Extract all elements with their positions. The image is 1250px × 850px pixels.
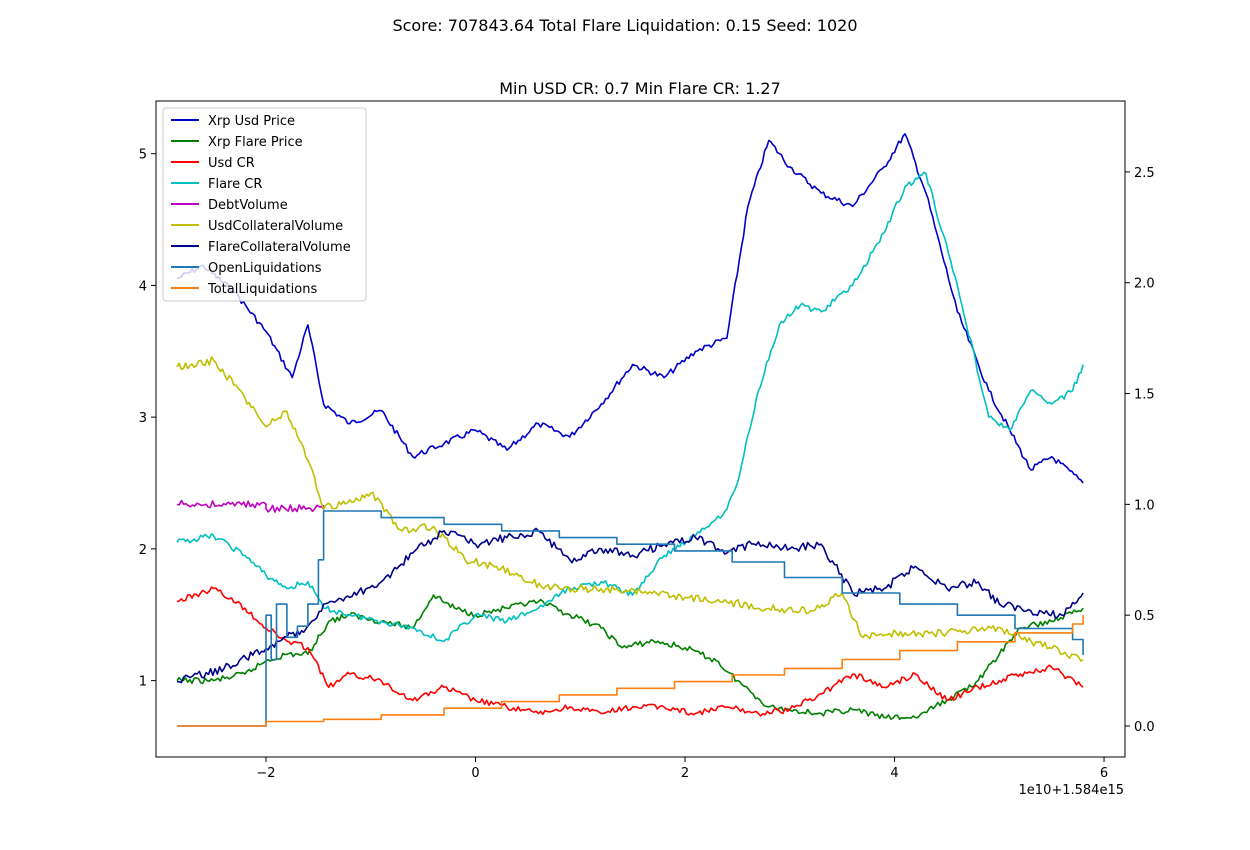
legend-label-usd-cr: Usd CR: [208, 156, 255, 171]
legend-label-xrp-usd-price: Xrp Usd Price: [208, 114, 295, 129]
x-tick-label: 6: [1100, 766, 1108, 781]
y-axis-ticks: 1 2 3 4 5: [139, 148, 156, 690]
y-tick-label: 4: [139, 279, 147, 294]
y2-tick-label: 1.0: [1134, 498, 1155, 513]
y2-tick-label: 2.5: [1134, 166, 1155, 181]
series-line-flarecollateralvolume: [176, 527, 1084, 684]
series-line-totalliquidations: [177, 615, 1084, 727]
y2-tick-label: 1.5: [1134, 388, 1155, 403]
legend-frame: [162, 107, 367, 302]
legend-label-debtvolume: DebtVolume: [208, 198, 288, 213]
series-line-xrp-flare-price: [176, 594, 1084, 721]
y2-tick-label: 2.0: [1134, 277, 1155, 292]
series-line-openliquidations: [177, 510, 1084, 727]
y-tick-label: 3: [139, 411, 147, 426]
x-tick-label: 0: [471, 766, 479, 781]
series-line-usdcollateralvolume: [176, 356, 1084, 662]
x-tick-label: −2: [256, 766, 275, 781]
legend-label-totalliquidations: TotalLiquidations: [207, 282, 317, 297]
legend-label-flare-cr: Flare CR: [208, 177, 262, 192]
series-line-debtvolume: [176, 499, 325, 513]
legend: Xrp Usd Price Xrp Flare Price Usd CR Flare …: [162, 107, 367, 302]
series-lines: [176, 133, 1084, 727]
series-line-usd-cr: [176, 586, 1084, 717]
legend-label-openliquidations: OpenLiquidations: [208, 261, 322, 276]
legend-label-usdcollateralvolume: UsdCollateralVolume: [208, 219, 343, 234]
x-axis-ticks: −2 0 2 4 6: [256, 757, 1108, 781]
legend-label-flarecollateralvolume: FlareCollateralVolume: [208, 240, 351, 255]
y2-tick-label: 0.0: [1134, 720, 1155, 735]
y2-tick-label: 0.5: [1134, 609, 1155, 624]
plot-frame: [155, 100, 1126, 758]
x-tick-label: 4: [890, 766, 898, 781]
y-tick-label: 1: [139, 675, 147, 690]
legend-label-xrp-flare-price: Xrp Flare Price: [208, 135, 303, 150]
figure-suptitle: Score: 707843.64 Total Flare Liquidation…: [392, 16, 857, 35]
y-tick-label: 5: [139, 148, 147, 163]
x-offset-label: 1e10+1.584e15: [1019, 783, 1124, 798]
legend-items: Xrp Usd Price Xrp Flare Price Usd CR Flare …: [171, 114, 351, 297]
plot-title: Min USD CR: 0.7 Min Flare CR: 1.27: [499, 79, 781, 98]
x-tick-label: 2: [681, 766, 689, 781]
series-line-xrp-usd-price: [176, 133, 1084, 484]
y-tick-label: 2: [139, 543, 147, 558]
y2-axis-ticks: 0.0 0.5 1.0 1.5 2.0 2.5: [1125, 166, 1155, 735]
